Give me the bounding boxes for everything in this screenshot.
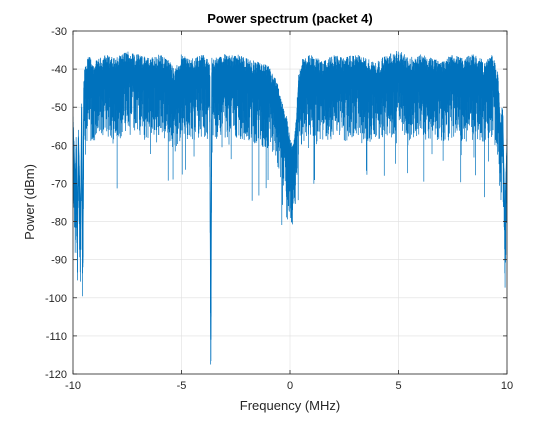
- x-tick-label: -5: [177, 380, 187, 392]
- y-tick-label: -40: [51, 64, 67, 76]
- y-tick-label: -90: [51, 255, 67, 267]
- x-tick-label: 5: [395, 380, 401, 392]
- y-tick-label: -100: [45, 293, 67, 305]
- chart-title: Power spectrum (packet 4): [207, 11, 372, 26]
- y-tick-label: -60: [51, 140, 67, 152]
- y-tick-label: -110: [46, 331, 67, 343]
- y-tick-label: -50: [51, 102, 67, 114]
- y-tick-label: -70: [51, 178, 67, 190]
- y-tick-label: -30: [51, 26, 67, 38]
- x-axis-label: Frequency (MHz): [240, 398, 340, 413]
- x-tick-label: 0: [287, 380, 293, 392]
- x-tick-label: 10: [501, 380, 513, 392]
- y-tick-label: -120: [45, 369, 67, 381]
- y-axis-label: Power (dBm): [22, 164, 37, 240]
- y-tick-label: -80: [51, 217, 67, 229]
- ticks: -10 -5 0 5 10-120-110-100-90-80-70-60-50-40-…: [45, 26, 513, 392]
- x-tick-label: -10: [65, 380, 81, 392]
- trace-layer: [73, 50, 507, 365]
- series-noise-band: [73, 50, 507, 365]
